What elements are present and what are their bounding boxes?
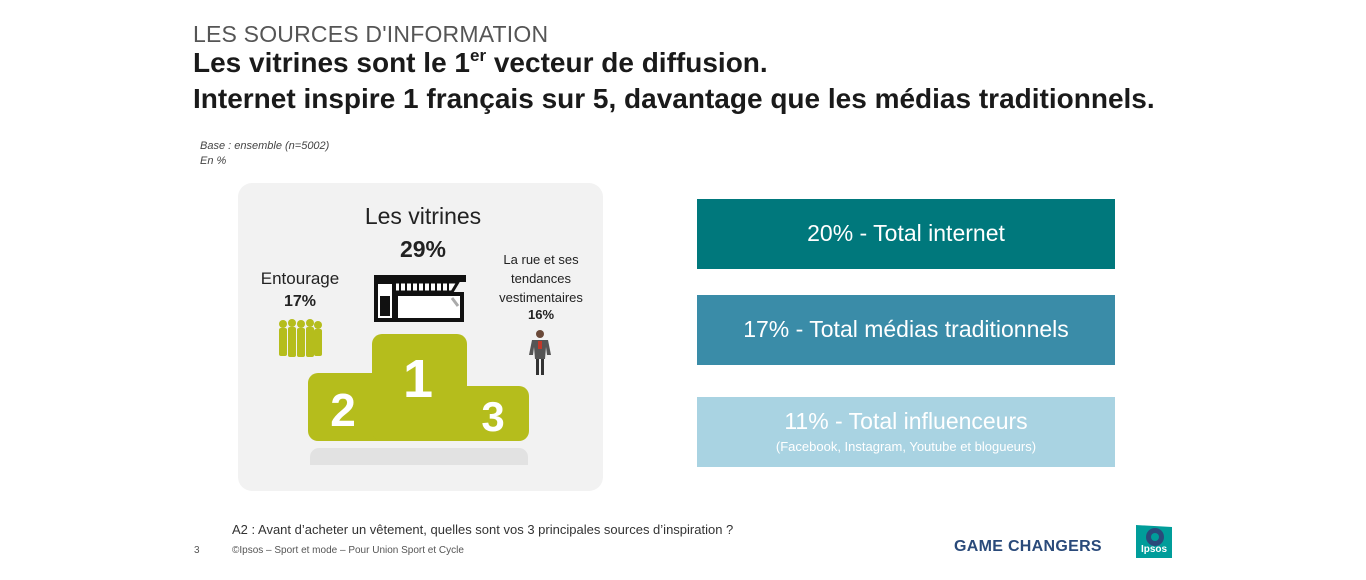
total-internet-box: 20% - Total internet [697,199,1115,269]
rank-1-label: 1 [402,349,434,409]
title-line-2: Internet inspire 1 français sur 5, davan… [193,83,1155,114]
third-place-value: 16% [527,307,555,322]
crowd-icon [279,319,322,357]
third-place-label: La rue et ses tendances vestimentaires [499,252,583,305]
rank-2-label: 2 [330,384,356,436]
total-influencers-text: 11% - Total influenceurs [784,408,1028,434]
first-place-label: Les vitrines [364,203,482,229]
section-kicker: LES SOURCES D'INFORMATION [193,21,549,47]
ipsos-logo-text: Ipsos [1140,544,1168,555]
podium-shadow [310,448,528,465]
second-place-label: Entourage [260,269,340,288]
podium-step-1 [372,334,467,441]
game-changers-tagline: GAME CHANGERS [954,538,1102,555]
total-media-box: 17% - Total médias traditionnels [697,295,1115,365]
rank-3-label: 3 [481,393,505,440]
page-number: 3 [194,545,200,556]
copyright-note: ©Ipsos – Sport et mode – Pour Union Spor… [232,545,464,556]
total-influencers-box: 11% - Total influenceurs (Facebook, Inst… [697,397,1115,467]
storefront-icon [374,275,466,322]
first-place-value: 29% [399,236,447,262]
slide-title: Les vitrines sont le 1er vecteur de diff… [193,45,1155,117]
total-influencers-subtext: (Facebook, Instagram, Youtube et blogueu… [775,439,1037,454]
title-line-1: Les vitrines sont le 1er vecteur de diff… [193,46,768,78]
podium-panel: Les vitrines 29% Entourage 17% La rue et… [238,183,603,491]
ipsos-logo-mark [1136,525,1172,558]
person-icon [529,330,551,375]
base-note: Base : ensemble (n=5002) En % [200,140,330,167]
total-media-text: 17% - Total médias traditionnels [743,316,1069,342]
ipsos-logo: Ipsos [1134,523,1174,560]
survey-question: A2 : Avant d’acheter un vêtement, quelle… [232,522,734,537]
second-place-value: 17% [283,293,317,310]
total-internet-text: 20% - Total internet [807,220,1005,246]
